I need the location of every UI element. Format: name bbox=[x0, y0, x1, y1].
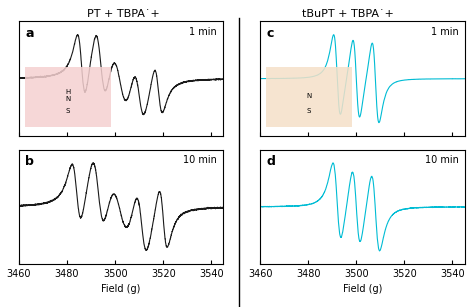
Text: N: N bbox=[307, 93, 312, 99]
FancyBboxPatch shape bbox=[266, 67, 352, 127]
Text: S: S bbox=[307, 108, 311, 114]
Text: S: S bbox=[66, 108, 70, 114]
Text: 10 min: 10 min bbox=[425, 155, 458, 165]
Text: 1 min: 1 min bbox=[190, 27, 217, 37]
Text: b: b bbox=[25, 155, 34, 168]
Text: d: d bbox=[266, 155, 275, 168]
Text: a: a bbox=[25, 27, 34, 40]
X-axis label: Field (g): Field (g) bbox=[101, 285, 141, 294]
X-axis label: Field (g): Field (g) bbox=[343, 285, 382, 294]
Text: tBuPT + TBPA˙+: tBuPT + TBPA˙+ bbox=[302, 9, 394, 19]
Text: 10 min: 10 min bbox=[183, 155, 217, 165]
Text: H
N: H N bbox=[65, 89, 71, 102]
Text: PT + TBPA˙+: PT + TBPA˙+ bbox=[87, 9, 160, 19]
Text: 1 min: 1 min bbox=[431, 27, 458, 37]
Text: c: c bbox=[266, 27, 273, 40]
FancyBboxPatch shape bbox=[25, 67, 111, 127]
